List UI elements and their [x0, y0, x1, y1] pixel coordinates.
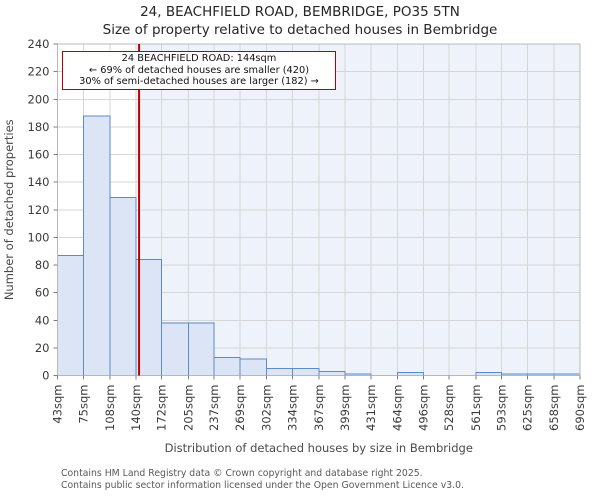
histogram-bar [187, 322, 215, 377]
x-axis-tick-label: 496sqm [416, 385, 430, 431]
annotation-larger-stat: 30% of semi-detached houses are larger (… [79, 76, 319, 88]
histogram-bar [213, 357, 241, 377]
x-axis-tick-label: 334sqm [286, 385, 300, 431]
x-axis-tick-label: 172sqm [155, 385, 169, 431]
y-axis-tick-label: 40 [35, 313, 50, 327]
chart-subtitle: Size of property relative to detached ho… [102, 22, 498, 38]
x-axis-tick-label: 205sqm [181, 385, 195, 431]
histogram-bar [161, 322, 189, 377]
y-axis-tick-label: 20 [35, 341, 50, 355]
copyright-footer: Contains HM Land Registry data © Crown c… [61, 468, 464, 491]
y-axis-tick-label: 100 [28, 230, 50, 244]
histogram-bar [82, 115, 111, 376]
chart-title: 24, BEACHFIELD ROAD, BEMBRIDGE, PO35 5TN [140, 4, 460, 20]
y-axis-tick-label: 160 [28, 148, 50, 162]
histogram-bar [135, 258, 163, 377]
y-axis-tick-label: 120 [28, 203, 50, 217]
x-axis-tick-label: 140sqm [129, 385, 143, 431]
x-axis-title: Distribution of detached houses by size … [165, 441, 473, 455]
y-axis-tick-label: 60 [35, 286, 50, 300]
y-axis-tick-label: 220 [28, 65, 50, 79]
histogram-bar [266, 368, 294, 376]
y-axis-tick-label: 80 [35, 258, 50, 272]
y-axis-title: Number of detached properties [2, 119, 16, 300]
histogram-bar [57, 254, 84, 376]
y-axis-tick-label: 180 [28, 120, 50, 134]
y-axis-tick-label: 200 [28, 92, 50, 106]
x-axis-tick-label: 367sqm [312, 385, 326, 431]
annotation-smaller-stat: ← 69% of detached houses are smaller (42… [88, 64, 310, 76]
x-axis-tick-label: 43sqm [51, 385, 65, 424]
histogram-bar [318, 370, 346, 377]
x-axis-tick-label: 108sqm [103, 385, 117, 431]
x-axis-tick-label: 431sqm [364, 385, 378, 431]
x-axis-tick-label: 75sqm [76, 385, 90, 424]
x-axis-tick-label: 237sqm [207, 385, 221, 431]
y-axis-tick-label: 240 [28, 37, 50, 51]
x-axis-tick-label: 561sqm [469, 384, 483, 430]
x-axis-tick-label: 399sqm [338, 385, 352, 431]
histogram-bar [292, 368, 320, 376]
x-axis-tick-label: 625sqm [521, 385, 535, 431]
property-annotation-box: 24 BEACHFIELD ROAD: 144sqm ← 69% of deta… [62, 51, 336, 90]
x-axis-tick-label: 593sqm [495, 385, 509, 431]
x-axis-tick-label: 302sqm [260, 385, 274, 431]
histogram-bar [239, 358, 268, 376]
x-axis-tick-label: 658sqm [547, 385, 561, 431]
x-axis-tick-label: 464sqm [390, 385, 404, 431]
y-axis-tick-label: 140 [28, 175, 50, 189]
annotation-property-size: 24 BEACHFIELD ROAD: 144sqm [121, 53, 277, 65]
footer-line-1: Contains HM Land Registry data © Crown c… [61, 468, 423, 479]
x-axis-tick-label: 528sqm [442, 385, 456, 431]
x-axis-tick-label: 269sqm [233, 385, 247, 431]
footer-line-2: Contains public sector information licen… [61, 479, 464, 491]
y-axis-tick-label: 0 [42, 369, 49, 383]
histogram-bar [109, 196, 137, 376]
x-axis-tick-label: 690sqm [573, 385, 587, 431]
